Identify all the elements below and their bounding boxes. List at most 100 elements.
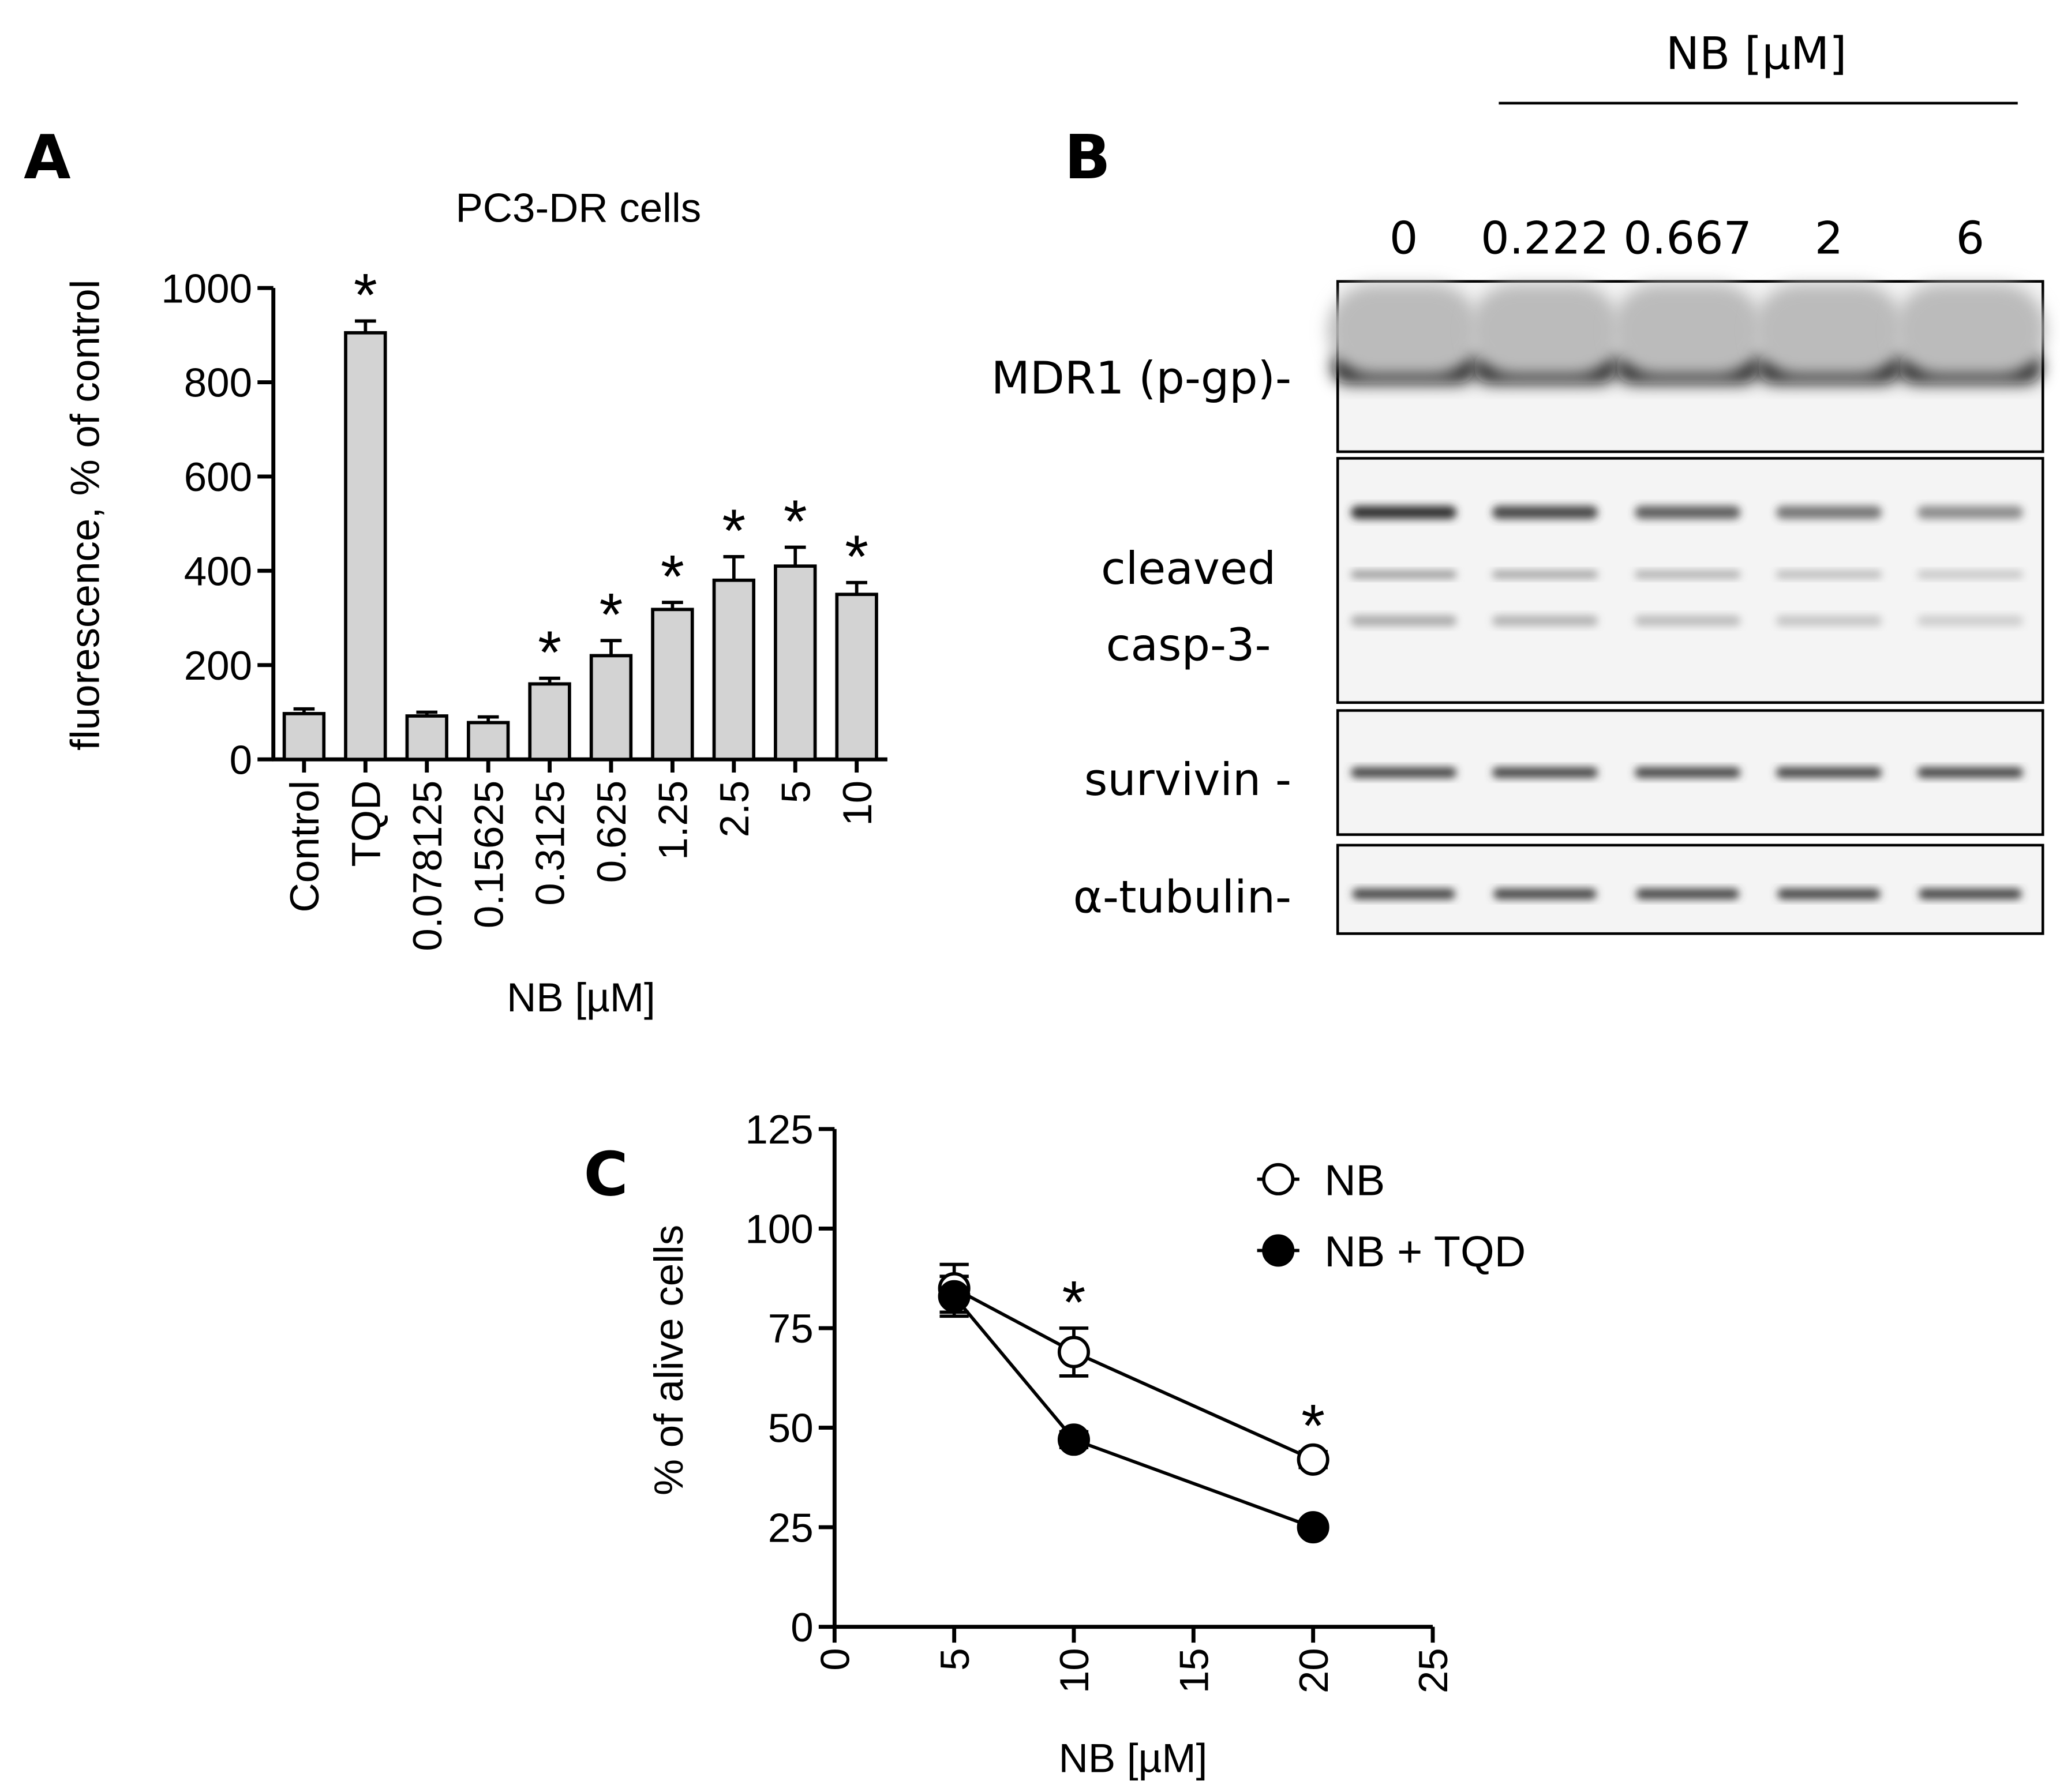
blot-band <box>1777 888 1881 899</box>
significance-mark: * <box>1301 1392 1325 1460</box>
significance-mark: * <box>661 543 684 610</box>
x-tick-label: 15 <box>1171 1648 1217 1693</box>
significance-mark: * <box>354 261 377 329</box>
marker <box>1297 1443 1329 1476</box>
bar <box>835 593 878 762</box>
y-tick-label: 1000 <box>161 266 252 312</box>
bar <box>282 712 326 762</box>
y-tick-label: 0 <box>791 1605 813 1651</box>
row-label: cleaved <box>1101 543 1276 595</box>
blot-band <box>1635 505 1741 519</box>
blot-header: NB [µM] <box>1666 28 1847 80</box>
bar <box>712 578 755 762</box>
bar <box>466 721 510 762</box>
lane-label: 0.222 <box>1481 213 1609 265</box>
blot-band <box>1776 570 1882 579</box>
x-tick-label: 20 <box>1291 1648 1337 1693</box>
blot-band <box>1351 767 1457 778</box>
marker <box>1057 1423 1091 1456</box>
significance-mark: * <box>600 581 623 648</box>
legend-marker <box>1262 1234 1295 1267</box>
series-line <box>953 1295 1314 1529</box>
y-tick-label: 200 <box>184 643 252 689</box>
lane-label: 0 <box>1389 213 1418 265</box>
x-tick-label: 0.078125 <box>405 781 451 951</box>
bar <box>651 608 694 762</box>
significance-mark: * <box>1062 1269 1085 1336</box>
blot-band <box>1776 505 1882 519</box>
y-tick-label: 600 <box>184 455 252 500</box>
blot-band <box>1493 888 1597 899</box>
significance-mark: * <box>784 488 807 555</box>
bar <box>589 654 633 762</box>
row-label: MDR1 (p-gp)- <box>991 353 1291 404</box>
significance-mark: * <box>722 497 746 565</box>
bar <box>344 331 387 762</box>
blot-band <box>1351 570 1457 579</box>
bar <box>528 682 571 762</box>
blot-band <box>1917 505 2023 519</box>
y-tick-label: 50 <box>768 1406 814 1452</box>
series-line <box>953 1287 1314 1461</box>
x-tick-label: 5 <box>932 1648 978 1670</box>
legend-marker <box>1262 1163 1295 1195</box>
y-axis-title: fluorescence, % of control <box>63 280 108 751</box>
blot-band <box>1492 767 1598 778</box>
panel-letter: B <box>1064 122 1110 193</box>
x-tick-label: 0.15625 <box>466 781 512 928</box>
x-tick-label: 25 <box>1411 1648 1456 1693</box>
x-tick-label: 0.625 <box>589 781 635 883</box>
row-label: α-tubulin- <box>1073 872 1291 924</box>
y-tick-label: 100 <box>745 1207 813 1253</box>
blot-band <box>1612 284 1764 377</box>
marker <box>1057 1336 1091 1369</box>
y-tick-label: 75 <box>768 1306 814 1352</box>
blot-band <box>1351 615 1457 627</box>
blot-band <box>1919 888 2022 899</box>
y-tick-label: 800 <box>184 361 252 406</box>
y-tick-label: 25 <box>768 1505 814 1551</box>
blot-band <box>1351 505 1457 519</box>
blot-band <box>1776 615 1882 627</box>
blot-band <box>1776 767 1882 778</box>
blot-band <box>1752 284 1905 377</box>
blot-band <box>1636 888 1739 899</box>
blot-band <box>1352 888 1455 899</box>
row-label: survivin - <box>1084 754 1291 806</box>
legend-label: NB <box>1324 1156 1385 1205</box>
y-tick-label: 125 <box>745 1107 813 1153</box>
x-tick-label: 5 <box>773 781 819 803</box>
blot-band <box>1917 615 2023 627</box>
x-axis-title: NB [µM] <box>1059 1735 1208 1781</box>
y-axis-title: % of alive cells <box>646 1225 692 1495</box>
chart-title: PC3-DR cells <box>455 186 701 231</box>
legend-label: NB + TQD <box>1324 1228 1526 1276</box>
significance-mark: * <box>845 523 868 591</box>
y-tick-label: 0 <box>230 737 252 783</box>
lane-label: 2 <box>1815 213 1844 265</box>
marker <box>938 1280 971 1313</box>
blot-band <box>1492 505 1598 519</box>
x-axis-title: NB [µM] <box>507 975 656 1021</box>
x-tick-label: 2.5 <box>712 781 758 838</box>
blot-band <box>1635 767 1741 778</box>
x-tick-label: 0.3125 <box>528 781 574 906</box>
blot-band <box>1894 284 2046 377</box>
blot-band <box>1328 284 1480 377</box>
x-tick-label: 1.25 <box>651 781 696 860</box>
marker <box>1297 1511 1329 1544</box>
x-tick-label: 10 <box>835 781 881 826</box>
bar <box>405 714 448 762</box>
blot-band <box>1469 284 1621 377</box>
panel-letter: C <box>583 1138 628 1209</box>
blot-frame <box>1336 457 2044 704</box>
x-tick-label: TQD <box>344 781 389 867</box>
bar <box>774 564 817 762</box>
significance-mark: * <box>538 618 561 686</box>
lane-label: 6 <box>1956 213 1985 265</box>
row-label: casp-3- <box>1106 620 1271 672</box>
blot-band <box>1917 767 2023 778</box>
x-tick-label: Control <box>282 781 328 913</box>
blot-band <box>1635 570 1741 579</box>
